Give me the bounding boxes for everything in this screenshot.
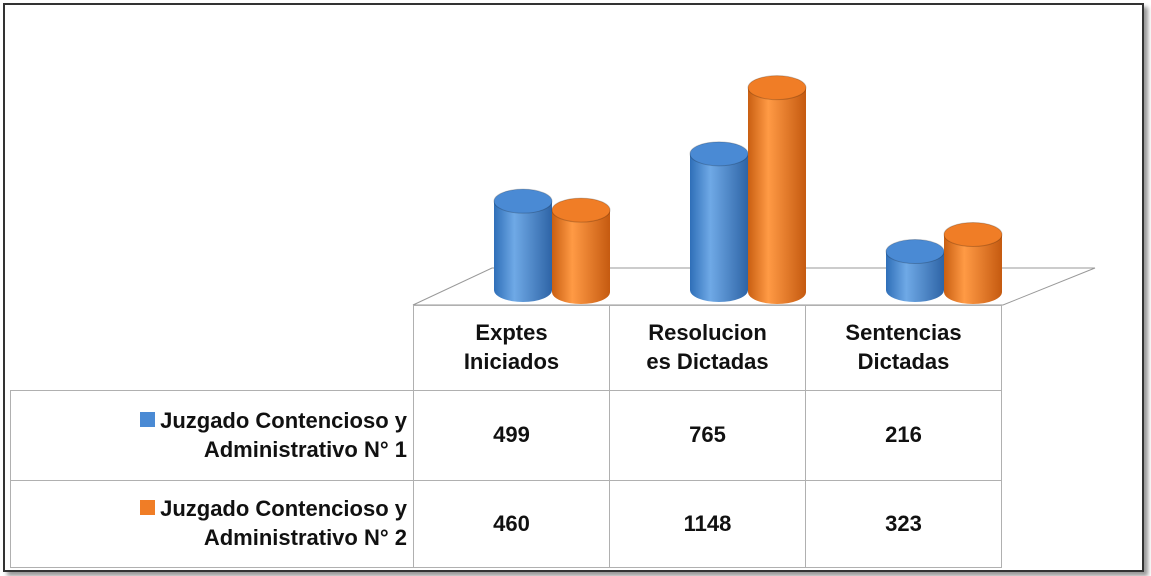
table-value: 1148 [609, 480, 806, 568]
table-value-text: 1148 [683, 510, 732, 536]
table-value: 460 [413, 480, 610, 568]
legend-swatch [140, 411, 156, 427]
category-header-text: Sentencias Dictadas [845, 320, 962, 374]
bar-top [689, 141, 749, 167]
bar-top [885, 239, 945, 265]
category-header-text: Resolucion es Dictadas [646, 320, 769, 374]
bar [551, 197, 611, 304]
legend-swatch [140, 500, 156, 516]
bar-top [943, 222, 1003, 248]
bar-body [748, 87, 806, 304]
table-value-text: 460 [493, 510, 530, 536]
bar-top [493, 188, 553, 214]
bar-body [552, 210, 610, 304]
table-value-text: 216 [885, 422, 922, 448]
bar [943, 222, 1003, 304]
bar [689, 141, 749, 302]
table-value-text: 765 [689, 422, 726, 448]
table-value: 499 [413, 390, 610, 481]
table-value: 765 [609, 390, 806, 481]
bar-body [886, 251, 944, 302]
bar [747, 75, 807, 304]
category-header: Sentencias Dictadas [805, 305, 1002, 391]
bar [493, 188, 553, 302]
category-header-text: Exptes Iniciados [463, 320, 560, 374]
bar-top [747, 75, 807, 101]
category-header: Resolucion es Dictadas [609, 305, 806, 391]
table-value: 216 [805, 390, 1002, 481]
bar-body [944, 234, 1002, 304]
bar-top [551, 197, 611, 223]
bar-body [494, 201, 552, 302]
table-value-text: 499 [493, 422, 530, 448]
category-header: Exptes Iniciados [413, 305, 610, 391]
bar-body [690, 153, 748, 302]
table-value-text: 323 [885, 510, 922, 536]
legend-entry-text: Juzgado Contencioso y Administrativo N° … [160, 496, 407, 550]
legend-entry: Juzgado Contencioso y Administrativo N° … [10, 480, 414, 568]
legend-entry-text: Juzgado Contencioso y Administrativo N° … [160, 407, 407, 462]
legend-entry: Juzgado Contencioso y Administrativo N° … [10, 390, 414, 481]
table-value: 323 [805, 480, 1002, 568]
bar [885, 239, 945, 302]
